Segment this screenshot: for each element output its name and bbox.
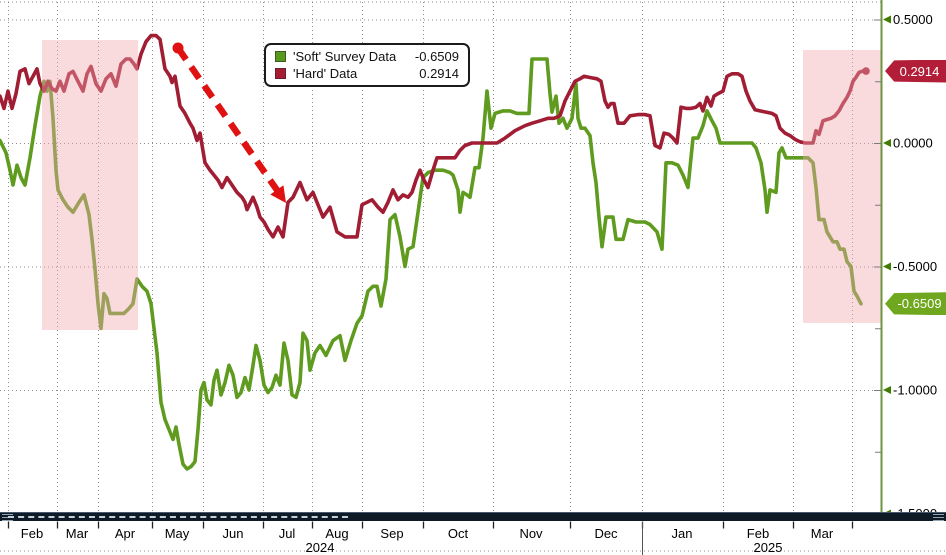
y-tick-label: -1.0000 bbox=[893, 383, 937, 398]
legend-label: 'Hard' Data bbox=[293, 65, 358, 81]
x-year-label: 2024 bbox=[306, 540, 335, 555]
hard-data-end-dot bbox=[862, 67, 870, 75]
badge-text: 0.2914 bbox=[899, 63, 940, 79]
legend-item-soft: 'Soft' Survey Data -0.6509 bbox=[275, 49, 459, 65]
y-tick-arrow-icon bbox=[883, 386, 891, 394]
y-tick-label: -0.5000 bbox=[893, 259, 937, 274]
x-month-label: Jun bbox=[223, 526, 244, 541]
scrollbar-right-grip-icon[interactable] bbox=[933, 514, 944, 521]
x-month-label: Oct bbox=[448, 526, 469, 541]
x-month-label: Mar bbox=[811, 526, 834, 541]
x-month-label: Feb bbox=[747, 526, 769, 541]
horizontal-scrollbar[interactable] bbox=[0, 512, 946, 521]
legend-value: -0.6509 bbox=[414, 48, 459, 64]
badge-text: -0.6509 bbox=[897, 296, 942, 312]
trend-arrow-head-icon bbox=[270, 185, 286, 203]
x-month-label: May bbox=[165, 526, 190, 541]
y-tick-arrow-icon bbox=[883, 262, 891, 271]
x-month-label: Mar bbox=[66, 526, 89, 541]
highlight-region bbox=[803, 50, 881, 323]
legend-value: 0.2914 bbox=[419, 65, 459, 81]
highlight-region bbox=[42, 40, 138, 330]
x-month-label: Sep bbox=[380, 526, 403, 541]
y-tick-arrow-icon bbox=[883, 15, 891, 24]
x-month-label: Apr bbox=[115, 526, 136, 541]
legend-box: 'Soft' Survey Data -0.6509 'Hard' Data 0… bbox=[264, 43, 470, 87]
hard-data-line bbox=[0, 33, 868, 239]
x-month-label: Jul bbox=[279, 526, 296, 541]
trend-arrow-shaft bbox=[175, 46, 281, 194]
x-month-label: Jan bbox=[672, 526, 693, 541]
x-month-label: Aug bbox=[325, 526, 348, 541]
x-month-label: Dec bbox=[594, 526, 618, 541]
x-month-label: Nov bbox=[519, 526, 543, 541]
scrollbar-thumb[interactable] bbox=[8, 516, 348, 518]
legend-item-hard: 'Hard' Data 0.2914 bbox=[275, 66, 459, 82]
soft-survey-data-line bbox=[0, 57, 863, 471]
y-tick-label: 0.5000 bbox=[893, 12, 933, 27]
scrollbar-left-grip-icon[interactable] bbox=[2, 514, 13, 521]
x-year-label: 2025 bbox=[754, 540, 783, 555]
legend-label: 'Soft' Survey Data bbox=[293, 48, 397, 64]
y-tick-label: 0.0000 bbox=[893, 136, 933, 151]
soft-data-last-value-badge: -0.6509 bbox=[885, 292, 946, 316]
hard-data-last-value-badge: 0.2914 bbox=[885, 59, 946, 83]
hard-series-swatch-icon bbox=[275, 68, 286, 79]
trend-arrow-start-dot bbox=[172, 42, 184, 54]
soft-series-swatch-icon bbox=[275, 51, 286, 62]
x-month-label: Feb bbox=[21, 526, 43, 541]
y-tick-arrow-icon bbox=[883, 139, 891, 147]
